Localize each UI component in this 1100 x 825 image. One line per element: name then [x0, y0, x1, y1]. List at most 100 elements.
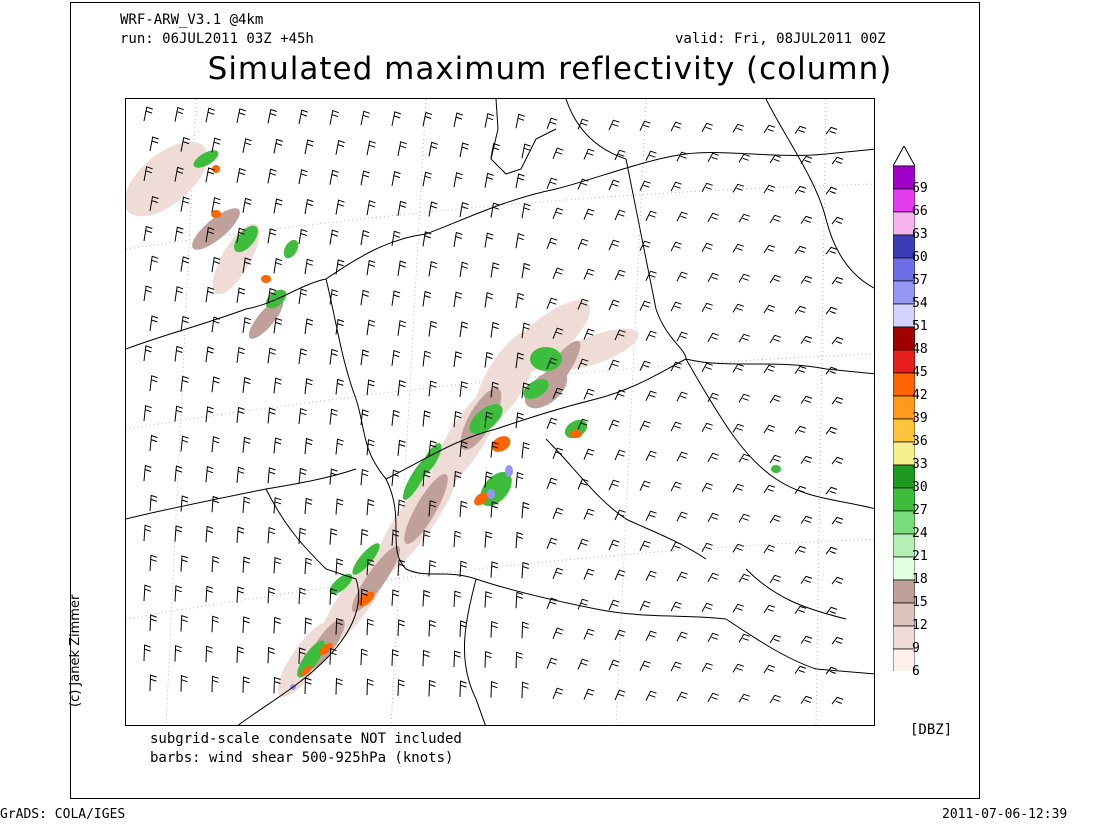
legend-label-24: 24 [912, 526, 928, 541]
plot-frame [70, 2, 980, 799]
wind-barb [366, 319, 376, 336]
wind-barb [552, 447, 564, 459]
wind-barb [608, 239, 620, 251]
wind-barb [577, 478, 589, 490]
wind-barb [577, 658, 589, 670]
wind-barb [428, 201, 438, 217]
legend-label-27: 27 [912, 503, 928, 518]
wind-barb [738, 693, 750, 703]
wind-barb [211, 316, 221, 333]
wind-barb [769, 394, 782, 404]
wind-barb [645, 570, 657, 581]
wind-barb [335, 498, 344, 515]
wind-barb [515, 292, 525, 309]
echo-core-1 [505, 465, 513, 477]
wind-barb [546, 657, 558, 669]
wind-barb [577, 418, 589, 430]
wind-barb [800, 515, 813, 524]
wind-barb [701, 302, 713, 313]
wind-barb [397, 679, 405, 696]
wind-barb [366, 200, 376, 216]
wind-barb [490, 202, 500, 218]
wind-barb [608, 539, 620, 551]
wind-barb [335, 438, 344, 455]
wind-barb [670, 481, 682, 492]
wind-barb [701, 422, 713, 433]
wind-barb [577, 118, 589, 130]
legend-label-21: 21 [912, 549, 928, 564]
wind-barb [453, 172, 463, 188]
wind-barb [267, 287, 277, 304]
wind-barb [180, 615, 188, 632]
wind-barb [267, 168, 277, 184]
graticule [126, 99, 874, 725]
wind-barb [490, 142, 500, 158]
legend-label-42: 42 [912, 388, 928, 403]
wind-barb [304, 198, 314, 215]
wind-barb [329, 408, 338, 425]
wind-barb [211, 615, 219, 633]
wind-barb [794, 485, 807, 494]
echo-moderate-5 [192, 208, 240, 250]
echo-moderate-6 [248, 299, 284, 339]
wind-barb [267, 646, 275, 664]
wind-barb [521, 262, 531, 279]
wind-barb [645, 450, 657, 461]
wind-barb [304, 677, 312, 695]
wind-barb [552, 567, 564, 579]
wind-barb [639, 600, 651, 611]
wind-barb [211, 256, 221, 273]
wind-barb [484, 651, 492, 668]
echo-green-10 [234, 225, 258, 253]
wind-barb [546, 597, 558, 609]
wind-barb [614, 569, 626, 581]
wind-barb [366, 439, 375, 456]
legend-label-36: 36 [912, 434, 928, 449]
wind-barb [769, 634, 782, 644]
wind-barb [794, 605, 807, 614]
wind-barb [738, 213, 750, 223]
wind-barb [242, 616, 250, 633]
wind-barb [428, 261, 438, 277]
legend-label-51: 51 [912, 319, 928, 334]
wind-barb [676, 271, 688, 282]
wind-barb [701, 182, 713, 193]
wind-barb [267, 586, 276, 604]
wind-barb [397, 141, 407, 156]
wind-barb [676, 691, 688, 702]
wind-barb [211, 436, 220, 453]
wind-barb [608, 299, 620, 311]
wind-barb [707, 392, 719, 403]
wind-barb [577, 238, 589, 250]
wind-barb [453, 590, 462, 608]
wind-barb [453, 112, 463, 128]
wind-barb [670, 361, 682, 372]
wind-barb [738, 573, 750, 583]
wind-barb [676, 631, 688, 642]
echo-light-7 [126, 141, 208, 217]
wind-barb [174, 107, 184, 122]
wind-barb [335, 139, 345, 155]
wind-barb [366, 678, 374, 696]
wind-barb [738, 273, 750, 283]
wind-barb [583, 508, 595, 520]
wind-barb [701, 242, 713, 253]
wind-barb [825, 186, 838, 195]
wind-barb [236, 108, 246, 123]
wind-barb [763, 364, 776, 374]
wind-barb [459, 142, 469, 158]
wind-barb [701, 662, 713, 673]
legend-label-57: 57 [912, 273, 928, 288]
echo-strong-5 [212, 165, 220, 173]
wind-barb [422, 350, 432, 367]
wind-barb [583, 208, 595, 220]
wind-barb [143, 464, 152, 482]
wind-barb [732, 183, 744, 193]
wind-barb [825, 606, 838, 615]
wind-barb [236, 526, 245, 543]
wind-barb [521, 501, 530, 519]
wind-barb [800, 575, 813, 584]
wind-barb [546, 297, 558, 309]
wind-barb [738, 393, 750, 403]
wind-barb [639, 240, 651, 251]
